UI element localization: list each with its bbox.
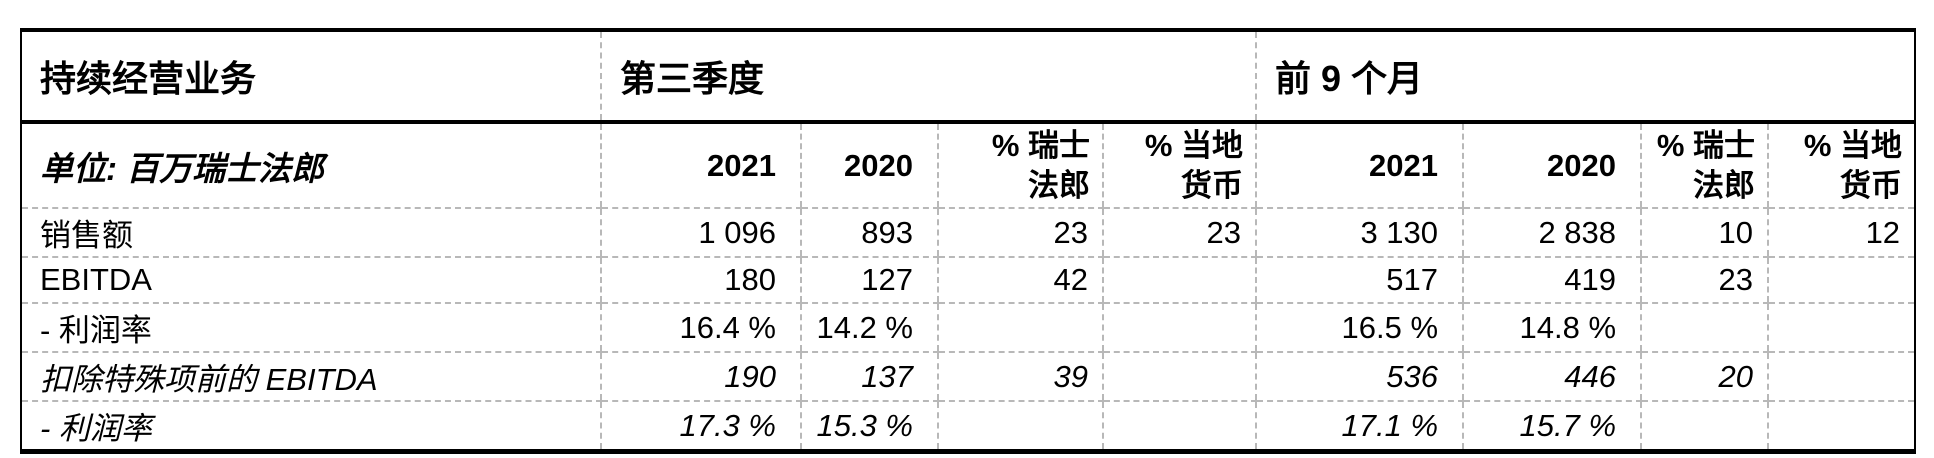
table-row-margin-before-specials: - 利润率 17.3 % 15.3 % 17.1 % 15.7 % (21, 401, 1916, 452)
table-row-ebitda: EBITDA 180 127 42 517 419 23 (21, 257, 1916, 304)
value-cell: 2 838 (1462, 208, 1642, 258)
table-group-header-row: 持续经营业务 第三季度 前 9 个月 (21, 30, 1916, 124)
col-header-q3-2020: 2020 (800, 122, 938, 209)
col-header-9m-pct-chf: % 瑞士 法郎 (1640, 122, 1769, 209)
value-cell: 3 130 (1255, 208, 1464, 258)
value-cell: 39 (937, 352, 1103, 402)
value-cell (1640, 303, 1769, 353)
value-cell (937, 401, 1103, 452)
value-cell: 17.1 % (1255, 401, 1464, 452)
col-header-q3-2021: 2021 (600, 122, 801, 209)
row-label: - 利润率 (40, 411, 152, 446)
value-cell (1767, 352, 1916, 402)
value-cell: 517 (1255, 257, 1464, 304)
col-header-9m-pct-local: % 当地 货币 (1767, 122, 1916, 209)
value-cell: 23 (937, 208, 1103, 258)
value-cell (937, 303, 1103, 353)
row-label: EBITDA (21, 257, 601, 304)
value-cell (1767, 303, 1916, 353)
financial-results-table: 持续经营业务 第三季度 前 9 个月 单位: 百万瑞士法郎 2021 2020 … (20, 28, 1917, 454)
value-cell: 20 (1640, 352, 1769, 402)
value-cell (1640, 401, 1769, 452)
value-cell: 137 (800, 352, 938, 402)
table-row-sales: 销售额 1 096 893 23 23 3 130 2 838 10 12 (21, 208, 1916, 258)
row-label: 扣除特殊项前的 EBITDA (21, 352, 601, 402)
value-cell (1101, 352, 1257, 402)
value-cell: 419 (1462, 257, 1642, 304)
value-cell: 190 (600, 352, 801, 402)
group-label-q3: 第三季度 (599, 30, 1257, 124)
value-cell (1767, 257, 1916, 304)
value-cell: 17.3 % (600, 401, 801, 452)
value-cell (1767, 401, 1916, 452)
value-cell: 23 (1101, 208, 1257, 258)
value-cell: 16.5 % (1255, 303, 1464, 353)
value-cell (1101, 401, 1257, 452)
group-label-9m: 前 9 个月 (1255, 30, 1916, 124)
value-cell: 14.2 % (800, 303, 938, 353)
table-column-header-row: 单位: 百万瑞士法郎 2021 2020 % 瑞士 法郎 % 当地 货币 202… (21, 122, 1916, 209)
value-cell: 14.8 % (1462, 303, 1642, 353)
value-cell: 12 (1767, 208, 1916, 258)
value-cell: 42 (937, 257, 1103, 304)
value-cell: 536 (1255, 352, 1464, 402)
row-label: - 利润率 (21, 303, 601, 353)
col-header-q3-pct-local: % 当地 货币 (1101, 122, 1257, 209)
continuing-operations-label: 持续经营业务 (21, 30, 601, 124)
col-header-9m-2020: 2020 (1462, 122, 1642, 209)
value-cell (1101, 257, 1257, 304)
value-cell: 1 096 (600, 208, 801, 258)
value-cell: 893 (800, 208, 938, 258)
col-header-9m-2021: 2021 (1255, 122, 1464, 209)
value-cell: 127 (800, 257, 938, 304)
table-row-ebitda-margin: - 利润率 16.4 % 14.2 % 16.5 % 14.8 % (21, 303, 1916, 353)
value-cell: 15.3 % (800, 401, 938, 452)
table-row-ebitda-before-specials: 扣除特殊项前的 EBITDA 190 137 39 536 446 20 (21, 352, 1916, 402)
row-label: 销售额 (21, 208, 601, 258)
value-cell: 446 (1462, 352, 1642, 402)
value-cell: 16.4 % (600, 303, 801, 353)
value-cell: 15.7 % (1462, 401, 1642, 452)
col-header-q3-pct-chf: % 瑞士 法郎 (937, 122, 1103, 209)
unit-label: 单位: 百万瑞士法郎 (21, 122, 601, 209)
value-cell: 23 (1640, 257, 1769, 304)
value-cell: 180 (600, 257, 801, 304)
value-cell (1101, 303, 1257, 353)
value-cell: 10 (1640, 208, 1769, 258)
